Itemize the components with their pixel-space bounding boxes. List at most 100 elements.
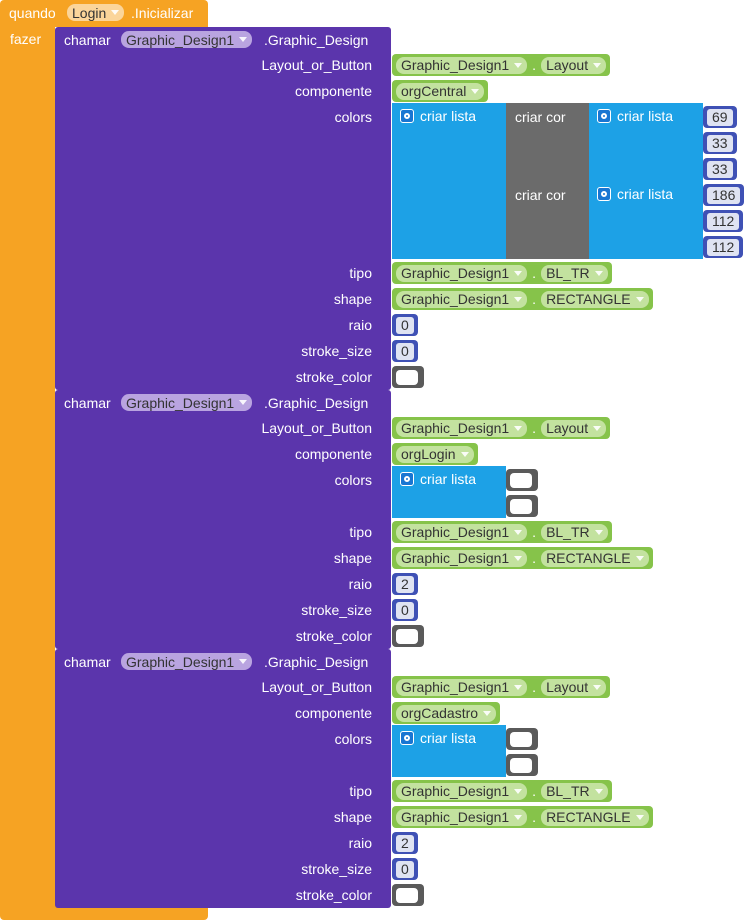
color-block <box>392 625 424 647</box>
dropdown[interactable]: Layout <box>541 678 607 696</box>
dropdown-text: BL_TR <box>546 265 590 281</box>
dropdown[interactable]: Layout <box>541 56 607 74</box>
dropdown[interactable]: RECTANGLE <box>541 290 649 308</box>
event-footer <box>0 905 208 920</box>
dot: . <box>532 679 537 695</box>
mutator-icon[interactable] <box>400 731 414 745</box>
dropdown[interactable]: orgCadastro <box>396 704 497 722</box>
number-block: 2 <box>392 573 418 595</box>
param-label: shape <box>333 550 372 566</box>
color-block <box>392 884 424 906</box>
param-label: shape <box>333 809 372 825</box>
number-value: 33 <box>707 134 733 152</box>
dropdown-arrow <box>594 529 603 535</box>
dot: . <box>532 524 537 540</box>
mutator-icon[interactable] <box>597 187 611 201</box>
call-block <box>55 649 391 908</box>
number-value: 2 <box>396 834 414 852</box>
dropdown[interactable]: Graphic_Design1 <box>121 653 253 670</box>
dropdown-text: Layout <box>546 57 589 73</box>
dropdown[interactable]: orgLogin <box>396 445 474 463</box>
param-label: componente <box>294 705 372 721</box>
number-value: 2 <box>396 575 414 593</box>
dropdown-arrow <box>593 425 602 431</box>
make-color-block: criar cor <box>506 103 589 181</box>
dropdown-text: BL_TR <box>546 783 590 799</box>
number-value: 0 <box>396 316 414 334</box>
param-label: colors <box>334 731 372 747</box>
dropdown-arrow <box>483 710 492 716</box>
param-label: colors <box>334 109 372 125</box>
dropdown-arrow <box>514 62 523 68</box>
number-block: 0 <box>392 858 418 880</box>
dropdown[interactable]: Graphic_Design1 <box>396 782 528 800</box>
dropdown-arrow <box>514 270 523 276</box>
dropdown[interactable]: BL_TR <box>541 264 608 282</box>
dropdown[interactable]: Layout <box>541 419 607 437</box>
dropdown-text: Graphic_Design1 <box>401 809 510 825</box>
color-swatch <box>396 369 418 385</box>
dropdown[interactable]: Graphic_Design1 <box>396 808 528 826</box>
dropdown[interactable]: Graphic_Design1 <box>396 549 528 567</box>
call-keyword: chamar <box>64 395 111 411</box>
property-block: Graphic_Design1. Layout <box>392 676 611 698</box>
color-swatch <box>396 887 418 903</box>
call-component: Graphic_Design1 <box>121 394 253 411</box>
property-block: Graphic_Design1. Layout <box>392 54 611 76</box>
dropdown-arrow <box>594 270 603 276</box>
dropdown[interactable]: Graphic_Design1 <box>396 56 528 74</box>
dropdown[interactable]: Graphic_Design1 <box>396 419 528 437</box>
mutator-icon[interactable] <box>400 472 414 486</box>
dropdown-text: Layout <box>546 679 589 695</box>
dropdown[interactable]: RECTANGLE <box>541 549 649 567</box>
dropdown[interactable]: BL_TR <box>541 782 608 800</box>
dropdown[interactable]: BL_TR <box>541 523 608 541</box>
list-label: criar lista <box>420 108 477 124</box>
color-swatch <box>510 472 532 488</box>
dropdown[interactable]: orgCentral <box>396 82 485 100</box>
component-block: orgCadastro <box>392 702 501 724</box>
list-label: criar lista <box>420 471 477 487</box>
call-method: .Graphic_Design <box>264 654 369 670</box>
dropdown-text: Graphic_Design1 <box>401 265 510 281</box>
make-color-label: criar cor <box>515 187 566 203</box>
dropdown-arrow <box>593 684 602 690</box>
param-label: componente <box>294 83 372 99</box>
list-block: criar lista <box>392 466 506 518</box>
list-label: criar lista <box>617 186 674 202</box>
dropdown-text: Graphic_Design1 <box>401 679 510 695</box>
number-block: 33 <box>703 132 737 154</box>
dropdown[interactable]: Graphic_Design1 <box>396 290 528 308</box>
dropdown[interactable]: RECTANGLE <box>541 808 649 826</box>
list-header: criar lista <box>597 186 695 202</box>
number-block: 33 <box>703 158 737 180</box>
dropdown[interactable]: Graphic_Design1 <box>121 394 253 411</box>
param-label: shape <box>333 291 372 307</box>
color-block <box>506 728 538 750</box>
dropdown-text: Graphic_Design1 <box>401 524 510 540</box>
dropdown-arrow <box>239 37 248 42</box>
dot: . <box>532 420 537 436</box>
param-label: Layout_or_Button <box>261 420 372 436</box>
dropdown-text: Graphic_Design1 <box>401 57 510 73</box>
dropdown[interactable]: Graphic_Design1 <box>121 31 253 48</box>
color-block <box>506 754 538 776</box>
dropdown-text: RECTANGLE <box>546 291 631 307</box>
dropdown-arrow <box>514 814 523 820</box>
dropdown-text: Login <box>72 4 107 21</box>
call-component: Graphic_Design1 <box>121 653 253 670</box>
dropdown[interactable]: Graphic_Design1 <box>396 264 528 282</box>
mutator-icon[interactable] <box>597 109 611 123</box>
param-label: stroke_color <box>295 887 372 903</box>
mutator-icon[interactable] <box>400 109 414 123</box>
property-block: Graphic_Design1. RECTANGLE <box>392 547 653 569</box>
color-block <box>506 469 538 491</box>
dropdown[interactable]: Graphic_Design1 <box>396 678 528 696</box>
dropdown[interactable]: Graphic_Design1 <box>396 523 528 541</box>
make-color-label: criar cor <box>515 109 566 125</box>
call-keyword: chamar <box>64 32 111 48</box>
dropdown[interactable]: Login <box>67 4 125 21</box>
event-body-left <box>0 27 55 907</box>
number-value: 69 <box>707 108 733 126</box>
